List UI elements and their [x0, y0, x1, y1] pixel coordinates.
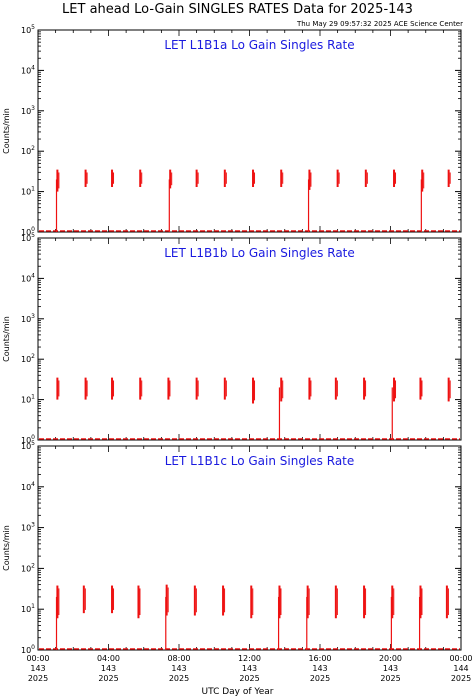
y-tick-label: 101	[21, 186, 35, 197]
y-tick-label: 100	[21, 226, 35, 237]
y-tick-label: 105	[21, 440, 35, 451]
y-tick-label: 104	[21, 272, 35, 283]
x-axis-title: UTC Day of Year	[201, 687, 274, 697]
x-tick-label: 144	[453, 664, 468, 673]
panel-1: 100 101 102 103 104 105 Counts/min LET L1B1a Lo…	[2, 24, 462, 237]
y-tick-label: 104	[21, 64, 35, 75]
y-tick-label: 103	[21, 105, 35, 116]
panel-title: LET L1B1c Lo Gain Singles Rate	[165, 454, 355, 468]
y-axis-label: Counts/min	[2, 525, 11, 571]
y-tick-label: 104	[21, 481, 35, 492]
x-tick-label: 143	[383, 664, 398, 673]
x-tick-label: 2025	[451, 674, 471, 683]
x-tick-label: 16:00	[308, 654, 331, 663]
panel-2: 100 101 102 103 104 105 Counts/min LET L1B1b Lo…	[2, 232, 462, 445]
y-tick-label: 102	[21, 562, 35, 573]
x-tick-label: 2025	[239, 674, 259, 683]
x-tick-label: 04:00	[97, 654, 120, 663]
x-tick-label: 2025	[98, 674, 118, 683]
x-tick-label: 00:00	[449, 654, 472, 663]
x-tick-label: 143	[171, 664, 186, 673]
x-tick-label: 143	[101, 664, 116, 673]
x-tick-label: 2025	[380, 674, 400, 683]
panel-frame	[37, 29, 462, 233]
x-tick-label: 20:00	[379, 654, 402, 663]
y-tick-label: 103	[21, 313, 35, 324]
x-tick-label: 00:00	[26, 654, 49, 663]
y-tick-label: 101	[21, 394, 35, 405]
x-tick-label: 12:00	[238, 654, 261, 663]
y-tick-label: 101	[21, 603, 35, 614]
x-tick-label: 2025	[310, 674, 330, 683]
panel-title: LET L1B1a Lo Gain Singles Rate	[164, 38, 354, 52]
generation-timestamp: Thu May 29 09:57:32 2025 ACE Science Cen…	[296, 20, 463, 28]
y-tick-label: 102	[21, 145, 35, 156]
y-tick-label: 102	[21, 353, 35, 364]
y-tick-label: 105	[21, 24, 35, 35]
y-tick-label: 100	[21, 434, 35, 445]
panel-3: 100 101 102 103 104 105 Counts/min LET L1B1c Lo…	[2, 440, 473, 683]
x-tick-label: 2025	[28, 674, 48, 683]
x-tick-label: 08:00	[167, 654, 190, 663]
y-tick-label: 103	[21, 522, 35, 533]
x-tick-label: 2025	[169, 674, 189, 683]
y-tick-label: 100	[21, 644, 35, 655]
y-tick-label: 105	[21, 232, 35, 243]
y-axis-label: Counts/min	[2, 108, 11, 154]
x-tick-label: 143	[242, 664, 257, 673]
y-axis-label: Counts/min	[2, 316, 11, 362]
x-tick-label: 143	[312, 664, 327, 673]
x-tick-label: 143	[30, 664, 45, 673]
panel-frame	[37, 237, 462, 441]
panel-title: LET L1B1b Lo Gain Singles Rate	[164, 246, 355, 260]
panel-frame	[37, 445, 462, 651]
figure-title: LET ahead Lo-Gain SINGLES RATES Data for…	[62, 2, 413, 17]
